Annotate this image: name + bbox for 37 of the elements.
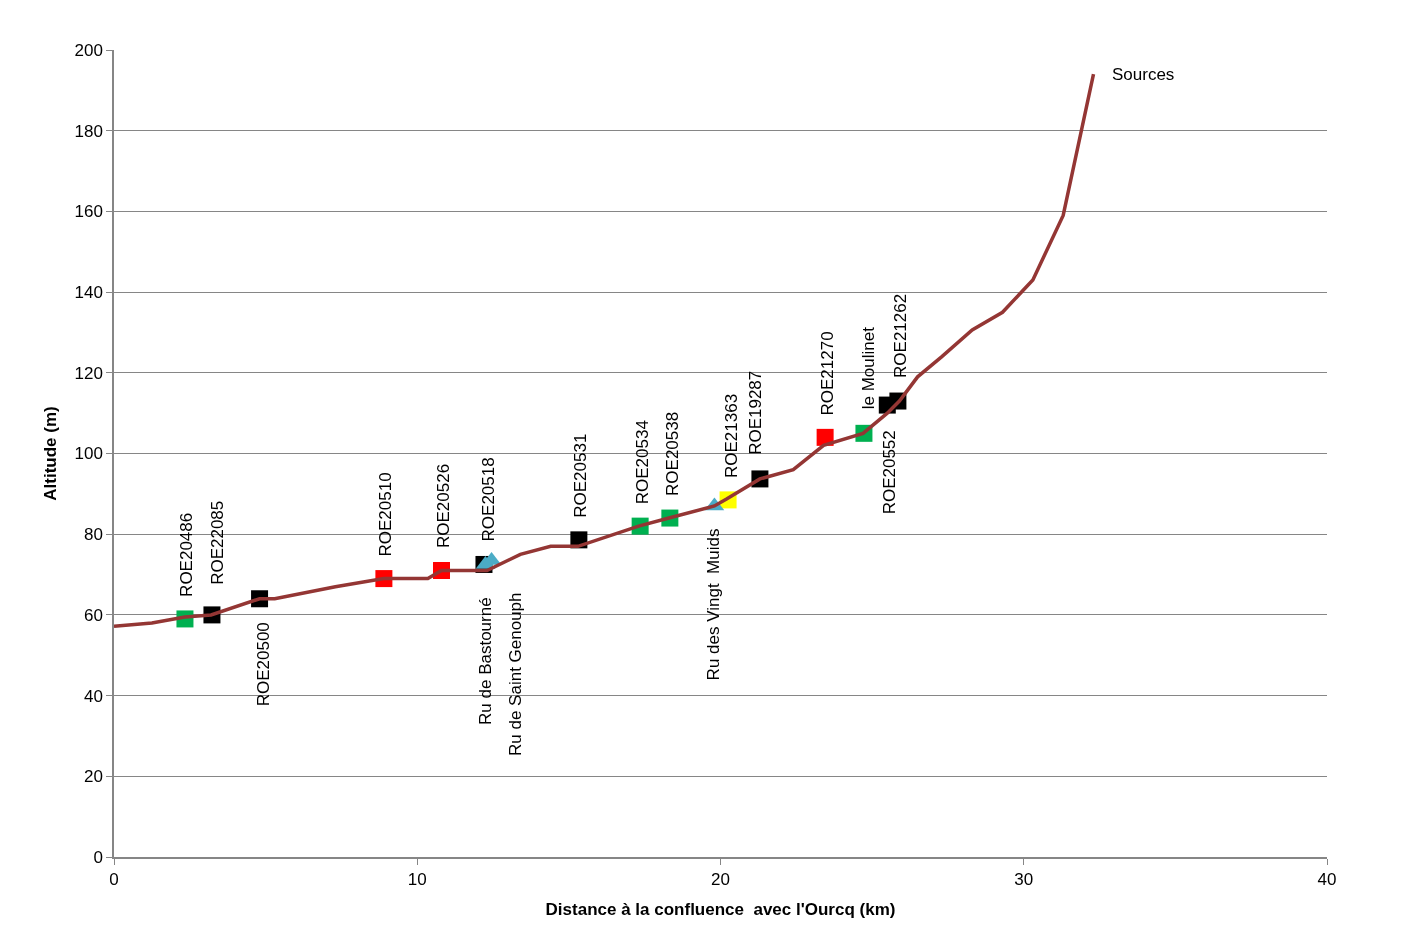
annotation: ROE22085 bbox=[208, 500, 228, 585]
y-tick-label: 200 bbox=[74, 40, 103, 60]
annotation: ROE20500 bbox=[253, 622, 273, 707]
x-tick-label: 0 bbox=[109, 870, 119, 890]
annotation: ROE20552 bbox=[880, 430, 900, 515]
x-tick-label: 40 bbox=[1317, 870, 1337, 890]
annotation: ROE21270 bbox=[817, 331, 837, 416]
y-tick-label: 120 bbox=[74, 363, 103, 383]
x-tick-label: 20 bbox=[711, 870, 730, 890]
y-tick-label: 20 bbox=[83, 767, 103, 787]
annotation: ROE20518 bbox=[478, 457, 498, 542]
annotation: Sources bbox=[1112, 65, 1175, 84]
x-tick-label: 30 bbox=[1014, 870, 1034, 890]
x-tick-label: 10 bbox=[407, 870, 427, 890]
y-tick-label: 100 bbox=[74, 444, 103, 464]
annotation: Ru de Saint Genouph bbox=[506, 592, 526, 756]
y-tick-label: 0 bbox=[93, 847, 103, 867]
annotation: ROE20534 bbox=[633, 420, 653, 505]
annotation: Ru de Bastourné bbox=[476, 597, 496, 725]
annotation: ROE20531 bbox=[571, 433, 591, 518]
y-tick-label: 80 bbox=[83, 525, 103, 545]
annotation: le Moulinet bbox=[858, 326, 878, 410]
y-tick-label: 40 bbox=[83, 686, 103, 706]
annotation: Ru des Vingt Muids bbox=[704, 528, 724, 681]
annotation: ROE20510 bbox=[376, 472, 396, 557]
annotation: ROE21262 bbox=[890, 293, 910, 378]
y-tick-label: 140 bbox=[74, 283, 103, 303]
y-axis-title: Altitude (m) bbox=[40, 406, 60, 501]
y-tick-label: 180 bbox=[74, 121, 103, 141]
annotation: ROE20538 bbox=[662, 411, 682, 496]
y-tick-label: 60 bbox=[83, 605, 103, 625]
x-axis-title: Distance à la confluence avec l'Ourcq (km) bbox=[545, 900, 896, 920]
y-tick-label: 160 bbox=[74, 202, 103, 222]
annotation: ROE21363 bbox=[722, 393, 742, 478]
annotation: ROE20486 bbox=[177, 512, 197, 597]
annotation: ROE19287 bbox=[746, 370, 765, 455]
annotation: ROE20526 bbox=[433, 463, 453, 549]
